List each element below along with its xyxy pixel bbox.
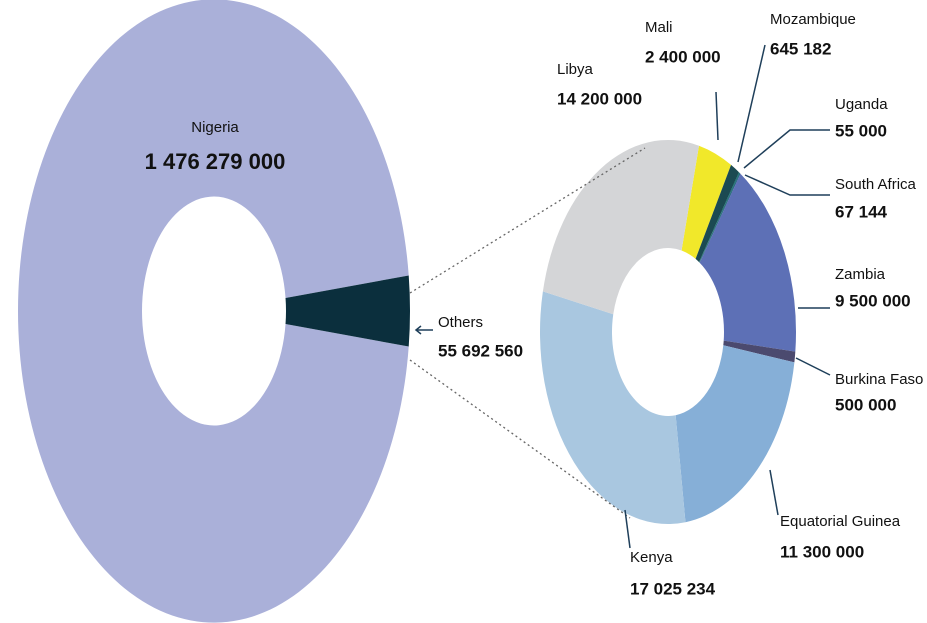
slice-label: Mali	[645, 19, 673, 36]
zoom-line	[409, 359, 631, 519]
arrow	[414, 325, 433, 335]
donut-slice	[695, 164, 739, 263]
leader	[769, 469, 779, 516]
leader	[795, 357, 831, 376]
donut-slice	[675, 345, 795, 523]
donut-slice	[681, 145, 732, 259]
leader	[737, 44, 766, 163]
slice-label: Libya	[557, 61, 594, 78]
slice-label: Zambia	[835, 266, 886, 283]
donut-slice	[699, 172, 741, 263]
slice-label: Others	[438, 314, 483, 331]
zoom-line	[409, 147, 646, 294]
slice-value: 1 476 279 000	[145, 149, 286, 174]
leader	[744, 174, 830, 196]
donut-slice	[542, 139, 699, 315]
slice-label: Equatorial Guinea	[780, 513, 901, 530]
slice-label: Kenya	[630, 549, 673, 566]
slice-value: 55 692 560	[438, 341, 523, 360]
donut-slice	[699, 173, 796, 352]
slice-value: 2 400 000	[645, 47, 721, 66]
slice-value: 11 300 000	[780, 542, 864, 561]
slice-value: 500 000	[835, 395, 896, 414]
slice-value: 645 182	[770, 39, 831, 58]
slice-value: 14 200 000	[557, 89, 642, 108]
slice-label: Mozambique	[770, 11, 856, 28]
donut-slice	[699, 172, 740, 263]
donut-slice	[285, 275, 410, 347]
donut-slice	[18, 0, 409, 623]
slice-label: Uganda	[835, 96, 888, 113]
slice-value: 55 000	[835, 121, 887, 140]
donut-slice	[540, 291, 686, 524]
slice-label: Nigeria	[191, 119, 239, 136]
slice-label: South Africa	[835, 176, 917, 193]
leader	[743, 129, 830, 169]
slice-value: 9 500 000	[835, 291, 911, 310]
slice-value: 17 025 234	[630, 579, 716, 598]
donut-slice	[723, 340, 796, 363]
leader-lines	[409, 44, 831, 549]
slice-value: 67 144	[835, 202, 888, 221]
leader	[715, 91, 719, 141]
slice-label: Burkina Faso	[835, 371, 923, 388]
leader	[624, 509, 631, 549]
